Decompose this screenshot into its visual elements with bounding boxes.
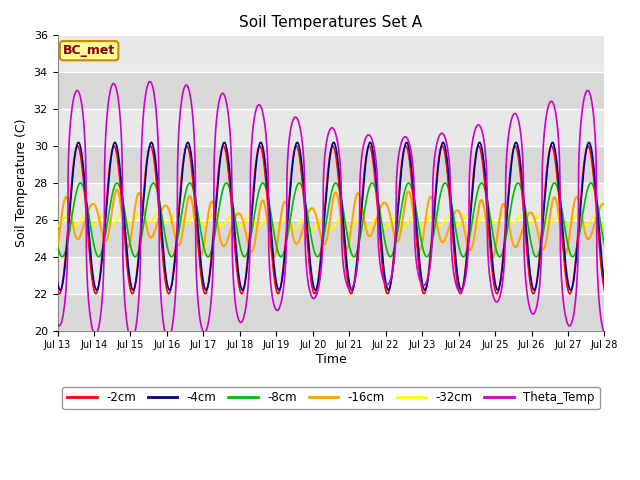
-16cm <box>54 243 61 249</box>
-8cm <box>175 228 183 233</box>
Theta_Temp <box>553 116 561 122</box>
Bar <box>58 257 604 294</box>
Theta_Temp <box>600 331 608 336</box>
Theta_Temp <box>269 297 276 303</box>
-8cm <box>282 240 290 246</box>
X-axis label: Time: Time <box>316 353 346 366</box>
Line: Theta_Temp: Theta_Temp <box>58 82 604 339</box>
Bar <box>58 72 604 109</box>
Bar <box>58 109 604 146</box>
-4cm <box>506 181 513 187</box>
Legend: -2cm, -4cm, -8cm, -16cm, -32cm, Theta_Temp: -2cm, -4cm, -8cm, -16cm, -32cm, Theta_Te… <box>63 387 600 409</box>
Theta_Temp <box>175 124 183 130</box>
-4cm <box>600 279 608 285</box>
-2cm <box>175 202 183 207</box>
Theta_Temp <box>282 248 290 254</box>
-8cm <box>506 213 513 219</box>
Line: -8cm: -8cm <box>58 183 604 257</box>
-16cm <box>488 255 496 261</box>
-32cm <box>506 217 513 223</box>
-4cm <box>415 258 423 264</box>
-2cm <box>74 143 81 149</box>
-4cm <box>175 209 183 215</box>
-8cm <box>269 223 276 229</box>
-8cm <box>76 180 84 186</box>
-8cm <box>415 228 423 234</box>
-16cm <box>553 199 561 205</box>
Y-axis label: Soil Temperature (C): Soil Temperature (C) <box>15 119 28 247</box>
-32cm <box>600 224 608 229</box>
-32cm <box>282 216 290 222</box>
Line: -16cm: -16cm <box>58 190 604 258</box>
Theta_Temp <box>128 336 136 342</box>
-2cm <box>506 175 513 181</box>
-2cm <box>553 169 561 175</box>
-16cm <box>600 201 608 207</box>
Bar <box>58 146 604 183</box>
Text: BC_met: BC_met <box>63 44 115 57</box>
-16cm <box>113 187 120 192</box>
-16cm <box>415 247 423 252</box>
-8cm <box>553 182 561 188</box>
Line: -32cm: -32cm <box>58 215 604 229</box>
-32cm <box>154 212 161 217</box>
Bar <box>58 294 604 331</box>
-4cm <box>282 238 290 243</box>
-32cm <box>175 214 182 220</box>
-16cm <box>269 253 276 259</box>
-32cm <box>269 222 276 228</box>
-4cm <box>75 140 83 145</box>
-8cm <box>58 254 66 260</box>
Title: Soil Temperatures Set A: Soil Temperatures Set A <box>239 15 422 30</box>
Bar <box>58 183 604 220</box>
-2cm <box>600 287 608 293</box>
-2cm <box>269 263 276 268</box>
-32cm <box>553 213 561 219</box>
-32cm <box>415 222 423 228</box>
-2cm <box>415 270 423 276</box>
-2cm <box>54 287 61 293</box>
-32cm <box>327 226 335 232</box>
-4cm <box>54 279 61 285</box>
Theta_Temp <box>415 276 423 282</box>
Bar <box>58 220 604 257</box>
-4cm <box>56 287 64 293</box>
Bar <box>58 36 604 72</box>
-16cm <box>282 200 290 205</box>
-16cm <box>506 225 513 230</box>
-8cm <box>600 242 608 248</box>
Line: -4cm: -4cm <box>58 143 604 290</box>
Theta_Temp <box>146 79 154 84</box>
Line: -2cm: -2cm <box>58 146 604 294</box>
-8cm <box>54 242 61 248</box>
Theta_Temp <box>506 126 513 132</box>
Theta_Temp <box>54 322 61 327</box>
-4cm <box>553 157 561 163</box>
-16cm <box>175 242 182 248</box>
-2cm <box>282 230 290 236</box>
-32cm <box>54 224 61 229</box>
-2cm <box>56 291 63 297</box>
-4cm <box>269 250 276 256</box>
